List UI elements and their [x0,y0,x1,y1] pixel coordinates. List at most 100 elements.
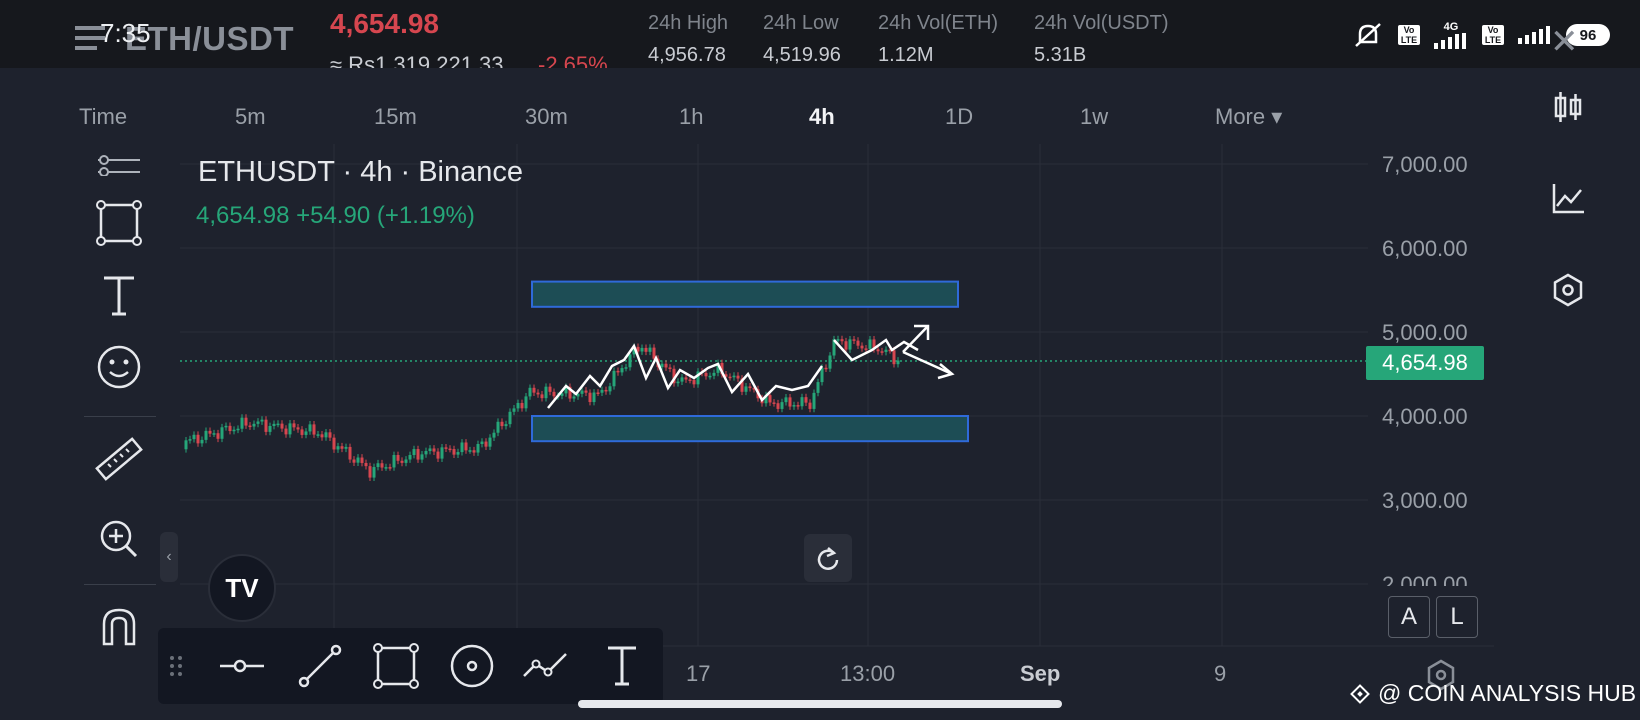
tab-5m[interactable]: 5m [235,104,266,129]
candle [788,397,792,407]
candle [496,421,500,433]
candle [608,386,612,392]
stat-high-label: 24h High [648,12,729,34]
close-icon[interactable]: ✕ [1550,23,1579,61]
chart-area [0,68,1640,720]
x-tick-label: 17 [686,661,711,686]
candle [480,441,484,444]
candle [820,367,824,383]
last-price-tag: 4,654.98 [1366,346,1484,380]
candle [300,429,304,435]
candle [236,428,240,431]
candle [752,388,756,390]
candle [224,425,228,428]
signal-icon [1434,33,1466,49]
rectangle-tool-icon[interactable] [92,196,146,250]
y-tick-label: 7,000.00 [1382,152,1468,177]
candle [212,433,216,435]
horizontal-line-tool-icon[interactable] [216,640,268,692]
battery-icon: 96 [1566,24,1610,46]
tab-1h[interactable]: 1h [679,104,704,129]
candle [332,437,336,450]
reset-chart-button[interactable] [804,534,852,582]
magnet-icon[interactable] [92,600,146,654]
text-tool-icon[interactable] [596,640,648,692]
candle [532,387,536,393]
menu-icon[interactable] [75,24,105,52]
hexagon-settings-icon[interactable] [1424,658,1458,697]
candle [636,346,640,352]
emoji-tool-icon[interactable] [92,340,146,394]
collapse-toolbar-button[interactable]: ‹ [160,532,178,582]
path-tool-icon[interactable] [520,640,572,692]
auto-scale-button[interactable]: A [1388,596,1430,638]
tab-15m[interactable]: 15m [374,104,417,129]
binance-icon [1350,683,1370,704]
drag-handle-icon[interactable] [166,640,186,692]
indicators-icon[interactable] [1548,178,1588,218]
tab-1w[interactable]: 1w [1080,104,1109,129]
candle [368,466,372,478]
fib-tool-icon[interactable] [92,140,146,176]
candle [528,387,532,397]
candle [232,429,236,432]
candle [860,345,864,349]
candle [424,451,428,455]
candle [268,425,272,432]
candle [644,347,648,352]
candle [696,371,700,385]
candle [320,434,324,438]
drawn-arrow-down [902,350,953,376]
candle [488,437,492,447]
candle [736,375,740,379]
candle [244,417,248,426]
candle [408,455,412,460]
y-tick-label: 5,000.00 [1382,320,1468,345]
candle [284,428,288,435]
x-tick-label: 13:00 [840,661,896,686]
candle [516,402,520,409]
candle [792,405,796,407]
candle [468,450,472,452]
candle [272,423,276,426]
candle [364,462,368,467]
candle [828,355,832,369]
candle [716,362,720,373]
zoom-in-icon[interactable] [92,512,146,566]
trend-line-tool-icon[interactable] [294,640,346,692]
candle [840,339,844,342]
candle-style-icon[interactable] [1548,88,1588,128]
candle [672,368,676,384]
candle [632,346,636,355]
candle [372,467,376,478]
candle [836,339,840,341]
tab-more[interactable]: More ▾ [1215,104,1283,129]
candle [448,448,452,451]
candle [824,367,828,370]
rectangle-tool-icon[interactable] [370,640,422,692]
candle [888,349,892,352]
log-scale-button[interactable]: L [1436,596,1478,638]
candle [280,423,284,429]
candle [420,454,424,460]
tab-30m[interactable]: 30m [525,104,568,129]
candle [536,392,540,395]
pair-title[interactable]: ETH/USDT [125,20,294,57]
text-tool-icon[interactable] [92,268,146,322]
last-price: 4,654.98 [330,8,439,39]
candle [804,397,808,403]
candle [340,446,344,449]
tab-4h[interactable]: 4h [809,104,835,129]
candle [816,382,820,393]
candle [780,402,784,409]
circle-tool-icon[interactable] [446,640,498,692]
candle [444,447,448,449]
tab-1d[interactable]: 1D [945,104,974,129]
settings-icon[interactable] [1548,270,1588,310]
candle [384,467,388,469]
ruler-tool-icon[interactable] [92,432,146,486]
tab-time[interactable]: Time [79,104,128,129]
candle [588,392,592,403]
candle [264,419,268,432]
